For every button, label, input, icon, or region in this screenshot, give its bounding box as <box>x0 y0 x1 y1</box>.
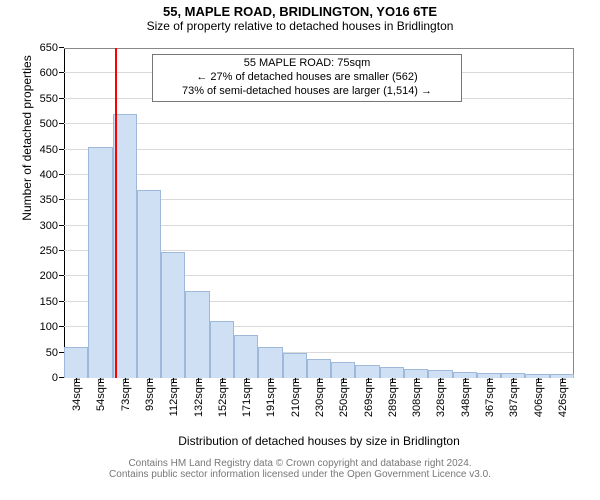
xtick-label: 152sqm <box>215 378 229 417</box>
histogram-bar <box>331 362 355 378</box>
y-axis-label: Number of detached properties <box>20 0 34 303</box>
page-subtitle: Size of property relative to detached ho… <box>0 19 600 33</box>
histogram-bar <box>380 367 404 378</box>
plot-area: 0501001502002503003504004505005506006503… <box>64 48 574 378</box>
histogram-bar <box>307 359 331 378</box>
histogram-bar <box>428 370 452 378</box>
histogram-bar <box>161 252 185 378</box>
histogram-bar <box>210 321 234 378</box>
xtick-label: 210sqm <box>288 378 302 417</box>
histogram-bar <box>137 190 161 378</box>
histogram-bar <box>355 365 379 378</box>
footer-line: Contains HM Land Registry data © Crown c… <box>0 458 600 469</box>
xtick-label: 250sqm <box>336 378 350 417</box>
footer: Contains HM Land Registry data © Crown c… <box>0 458 600 480</box>
ytick-label: 550 <box>40 93 64 105</box>
histogram-bar <box>283 353 307 378</box>
footer-line: Contains public sector information licen… <box>0 469 600 480</box>
ytick-label: 600 <box>40 67 64 79</box>
xtick-label: 230sqm <box>312 378 326 417</box>
xtick-label: 426sqm <box>555 378 569 417</box>
histogram-bar <box>234 335 258 378</box>
ytick-label: 350 <box>40 194 64 206</box>
x-axis-label: Distribution of detached houses by size … <box>64 434 574 448</box>
annotation-line: 73% of semi-detached houses are larger (… <box>159 85 455 99</box>
ytick-label: 250 <box>40 245 64 257</box>
annotation-box: 55 MAPLE ROAD: 75sqm ← 27% of detached h… <box>152 54 462 102</box>
ytick-label: 150 <box>40 296 64 308</box>
xtick-label: 348sqm <box>458 378 472 417</box>
xtick-label: 328sqm <box>433 378 447 417</box>
xtick-label: 112sqm <box>166 378 180 416</box>
histogram-bar <box>404 369 428 378</box>
ytick-label: 0 <box>52 372 64 384</box>
gridline <box>64 149 573 150</box>
histogram-bar <box>258 347 282 378</box>
marker-line <box>115 48 117 378</box>
ytick-label: 500 <box>40 118 64 130</box>
annotation-line: ← 27% of detached houses are smaller (56… <box>159 71 455 85</box>
histogram-bar <box>88 147 112 378</box>
histogram-bar <box>64 347 88 378</box>
xtick-label: 132sqm <box>191 378 205 417</box>
page-title: 55, MAPLE ROAD, BRIDLINGTON, YO16 6TE <box>0 0 600 19</box>
xtick-label: 289sqm <box>385 378 399 417</box>
ytick-label: 100 <box>40 321 64 333</box>
xtick-label: 34sqm <box>69 378 83 411</box>
annotation-line: 55 MAPLE ROAD: 75sqm <box>159 57 455 71</box>
gridline <box>64 123 573 124</box>
xtick-label: 367sqm <box>482 378 496 417</box>
xtick-label: 191sqm <box>263 378 277 417</box>
xtick-label: 54sqm <box>93 378 107 411</box>
xtick-label: 73sqm <box>118 378 132 411</box>
xtick-label: 406sqm <box>531 378 545 417</box>
ytick-label: 50 <box>46 347 64 359</box>
xtick-label: 171sqm <box>239 378 253 417</box>
xtick-label: 308sqm <box>409 378 423 417</box>
histogram-bar <box>185 291 209 378</box>
ytick-label: 300 <box>40 220 64 232</box>
gridline <box>64 174 573 175</box>
xtick-label: 269sqm <box>361 378 375 417</box>
xtick-label: 387sqm <box>506 378 520 417</box>
ytick-label: 400 <box>40 169 64 181</box>
xtick-label: 93sqm <box>142 378 156 411</box>
ytick-label: 650 <box>40 42 64 54</box>
ytick-label: 200 <box>40 270 64 282</box>
ytick-label: 450 <box>40 144 64 156</box>
